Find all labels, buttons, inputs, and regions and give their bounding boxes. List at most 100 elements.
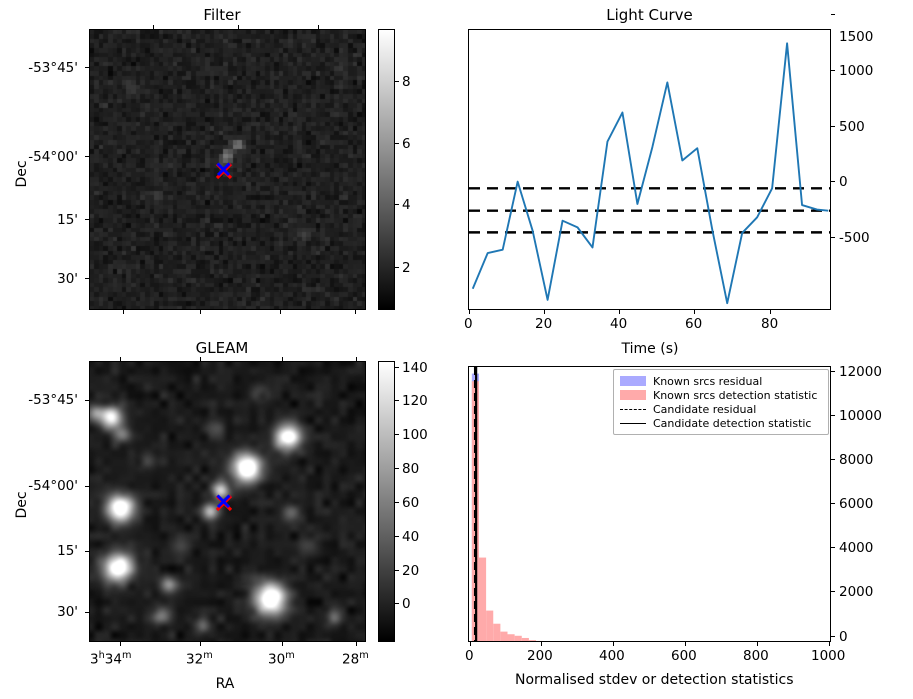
hist-xtick-label-5: 1000 [811, 648, 846, 664]
hist-xlabel: Normalised stdev or detection statistics [515, 672, 794, 688]
lightcurve-axes [468, 29, 831, 310]
gleam-cbar-label-4: 80 [402, 461, 420, 477]
hist-xtick-mark-2 [613, 642, 615, 646]
filter-cbar-label-0: 2 [402, 260, 411, 276]
lc-xtick-label-1: 20 [535, 316, 553, 332]
hist-ytick-label-0: 0 [839, 629, 848, 645]
lc-ytick-mark-3 [831, 70, 835, 72]
filter-cbar-tick-1 [395, 204, 399, 206]
hist-bar [521, 637, 529, 641]
gleam-xtick-mark-3 [356, 642, 358, 646]
hist-xtick-mark-0 [470, 642, 472, 646]
gleam-cbar-label-1: 20 [402, 563, 420, 579]
lc-xtick-mark-4 [770, 310, 772, 314]
filter-ytick-mark-2 [85, 219, 89, 221]
gleam-xtick-mark-2 [282, 642, 284, 646]
hist-bar [486, 610, 494, 641]
legend-swatch-known-srcs-detstat [620, 390, 646, 400]
lc-xtick-label-3: 60 [685, 316, 703, 332]
filter-xtick-mark-b0 [123, 310, 125, 314]
filter-cbar-tick-2 [395, 143, 399, 145]
gleam-ytick-mark-3 [85, 612, 89, 614]
gleam-ytick-mark-0 [85, 400, 89, 402]
filter-xtick-mark-0 [153, 25, 155, 29]
filter-cbar-tick-0 [395, 267, 399, 269]
lc-xtick-mark-0 [469, 310, 471, 314]
gleam-xtick-label-2: 30m [268, 650, 295, 668]
gleam-xtick-mark-t2 [282, 357, 284, 361]
hist-xtick-label-0: 0 [465, 648, 474, 664]
legend-row-candidate-detection-statistic: Candidate detection statistic [620, 416, 822, 430]
legend-label-0: Known srcs residual [653, 374, 763, 388]
gleam-ytick-0: -53°45' [28, 392, 78, 408]
lc-xtick-label-2: 40 [610, 316, 628, 332]
gleam-xtick-mark-t1 [200, 357, 202, 361]
filter-xtick-mark-1 [238, 25, 240, 29]
lc-ytick-label-1: 0 [839, 174, 848, 190]
hist-ytick-mark-2 [831, 547, 835, 549]
gleam-colorbar [378, 361, 395, 642]
filter-cbar-label-3: 8 [402, 74, 411, 90]
filter-xtick-mark-b1 [200, 310, 202, 314]
gleam-cbar-label-7: 140 [402, 360, 428, 376]
gleam-xtick-mark-t0 [120, 357, 122, 361]
hist-xtick-label-1: 200 [527, 648, 553, 664]
hist-xtick-mark-1 [541, 642, 543, 646]
filter-xtick-mark-b3 [355, 310, 357, 314]
lc-series-line [471, 42, 829, 305]
hist-ytick-label-2: 4000 [839, 540, 874, 556]
lc-xtick-mark-2 [619, 310, 621, 314]
gleam-cbar-label-3: 60 [402, 495, 420, 511]
hist-ytick-label-1: 2000 [839, 584, 874, 600]
lc-ytick-mark-0 [831, 237, 835, 239]
legend-line-candidate-detstat [620, 418, 646, 428]
gleam-ytick-mark-1 [85, 486, 89, 488]
filter-image-axes [89, 29, 366, 310]
gleam-cbar-tick-2 [395, 536, 399, 538]
lc-ytick-label-0: -500 [839, 230, 870, 246]
gleam-ytick-3: 30' [57, 604, 78, 620]
gleam-cbar-tick-7 [395, 367, 399, 369]
hist-xtick-label-2: 400 [599, 648, 625, 664]
hist-bar [507, 634, 515, 641]
filter-ytick-2: 15' [57, 212, 78, 228]
gleam-xtick-mark-t3 [356, 357, 358, 361]
candidate-position-marker [215, 162, 233, 180]
lc-ytick-mark-1 [831, 181, 835, 183]
hist-bar [536, 640, 544, 641]
lc-ytick-mark-2 [831, 126, 835, 128]
gleam-cbar-label-0: 0 [402, 596, 411, 612]
hist-xtick-mark-3 [685, 642, 687, 646]
hist-ytick-mark-6 [831, 371, 835, 373]
gleam-ytick-mark-2 [85, 551, 89, 553]
hist-xtick-mark-5 [829, 642, 831, 646]
gleam-cbar-tick-5 [395, 434, 399, 436]
filter-ytick-mark-3 [85, 278, 89, 280]
histogram-legend: Known srcs residual Known srcs detection… [613, 369, 829, 435]
hist-ytick-mark-0 [831, 636, 835, 638]
hist-ytick-label-3: 6000 [839, 496, 874, 512]
gleam-cbar-label-6: 120 [402, 393, 428, 409]
hist-bar [493, 623, 501, 641]
hist-ytick-label-6: 12000 [839, 364, 882, 380]
filter-ytick-mark-1 [85, 156, 89, 158]
hist-xtick-mark-4 [757, 642, 759, 646]
filter-cbar-label-1: 4 [402, 197, 411, 213]
lc-ytick-label-4: 1500 [839, 29, 874, 45]
lc-xtick-mark-3 [694, 310, 696, 314]
filter-colorbar [378, 29, 395, 310]
lc-xlabel: Time (s) [621, 341, 679, 357]
gleam-xtick-label-1: 32m [186, 650, 213, 668]
hist-ytick-mark-4 [831, 459, 835, 461]
candidate-position-marker-gleam [215, 494, 233, 512]
lightcurve-plot [469, 42, 830, 305]
gleam-ytick-1: -54°00' [28, 478, 78, 494]
gleam-xtick-mark-0 [120, 642, 122, 646]
legend-row-candidate-residual: Candidate residual [620, 402, 822, 416]
legend-label-1: Known srcs detection statistic [653, 388, 818, 402]
filter-cbar-label-2: 6 [402, 136, 411, 152]
gleam-cbar-tick-4 [395, 468, 399, 470]
legend-label-3: Candidate detection statistic [653, 416, 812, 430]
gleam-xtick-label-0: 3h34m [90, 650, 132, 668]
